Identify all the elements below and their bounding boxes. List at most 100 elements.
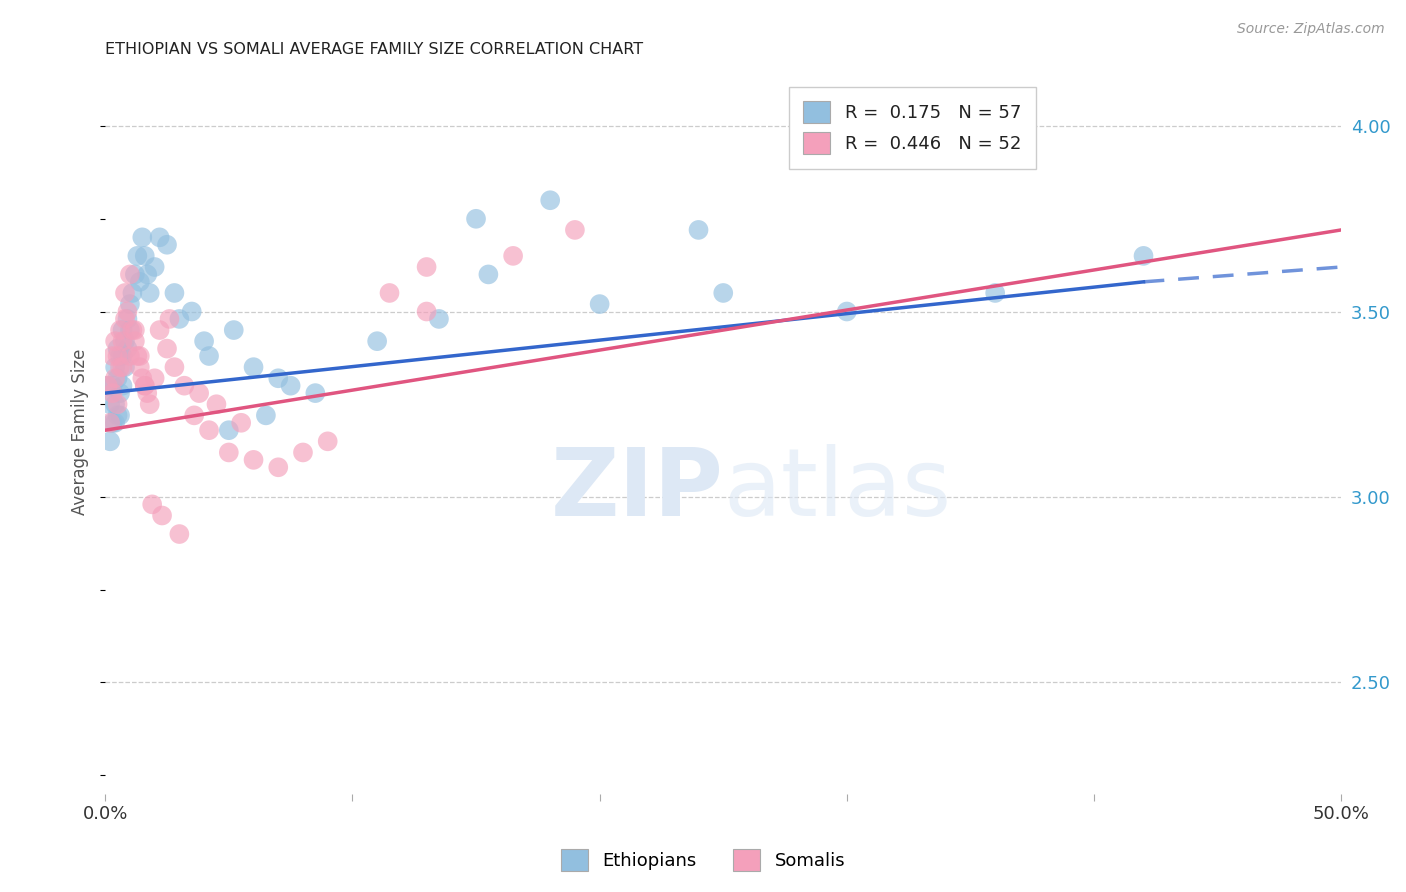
- Point: [114, 285, 136, 300]
- Point: [280, 378, 302, 392]
- Point: [118, 297, 141, 311]
- Point: [107, 409, 129, 423]
- Point: [131, 371, 153, 385]
- Point: [254, 409, 277, 423]
- Point: [169, 312, 191, 326]
- Point: [98, 397, 121, 411]
- Point: [477, 268, 499, 282]
- Point: [465, 211, 488, 226]
- Point: [101, 378, 124, 392]
- Point: [415, 260, 437, 274]
- Point: [231, 416, 253, 430]
- Point: [156, 342, 179, 356]
- Point: [114, 312, 136, 326]
- Point: [267, 460, 290, 475]
- Point: [242, 360, 264, 375]
- Point: [136, 268, 159, 282]
- Point: [124, 323, 146, 337]
- Point: [711, 285, 734, 300]
- Point: [104, 416, 127, 430]
- Point: [222, 323, 245, 337]
- Point: [163, 285, 186, 300]
- Legend: Ethiopians, Somalis: Ethiopians, Somalis: [554, 842, 852, 879]
- Point: [98, 416, 121, 430]
- Point: [564, 223, 586, 237]
- Point: [366, 334, 388, 348]
- Point: [378, 285, 401, 300]
- Point: [108, 386, 131, 401]
- Point: [1132, 249, 1154, 263]
- Text: ZIP: ZIP: [550, 444, 723, 536]
- Point: [104, 360, 127, 375]
- Legend: R =  0.175   N = 57, R =  0.446   N = 52: R = 0.175 N = 57, R = 0.446 N = 52: [789, 87, 1036, 169]
- Point: [138, 285, 160, 300]
- Point: [108, 349, 131, 363]
- Point: [159, 312, 181, 326]
- Point: [150, 508, 173, 523]
- Point: [218, 423, 240, 437]
- Point: [114, 360, 136, 375]
- Point: [169, 527, 191, 541]
- Y-axis label: Average Family Size: Average Family Size: [72, 349, 89, 516]
- Point: [588, 297, 610, 311]
- Point: [415, 304, 437, 318]
- Point: [128, 360, 150, 375]
- Point: [107, 349, 129, 363]
- Point: [143, 260, 166, 274]
- Point: [143, 371, 166, 385]
- Point: [138, 397, 160, 411]
- Point: [267, 371, 290, 385]
- Point: [104, 397, 127, 411]
- Point: [111, 360, 134, 375]
- Point: [218, 445, 240, 459]
- Point: [107, 342, 129, 356]
- Point: [134, 378, 156, 392]
- Text: Source: ZipAtlas.com: Source: ZipAtlas.com: [1237, 22, 1385, 37]
- Point: [180, 304, 202, 318]
- Point: [149, 323, 172, 337]
- Point: [121, 285, 143, 300]
- Point: [108, 360, 131, 375]
- Point: [104, 334, 127, 348]
- Point: [149, 230, 172, 244]
- Point: [136, 386, 159, 401]
- Point: [118, 349, 141, 363]
- Point: [111, 378, 134, 392]
- Point: [101, 349, 124, 363]
- Point: [98, 434, 121, 449]
- Point: [156, 237, 179, 252]
- Point: [107, 371, 129, 385]
- Point: [173, 378, 195, 392]
- Point: [107, 397, 129, 411]
- Point: [128, 275, 150, 289]
- Point: [101, 416, 124, 430]
- Point: [183, 409, 205, 423]
- Point: [984, 285, 1007, 300]
- Point: [205, 397, 228, 411]
- Point: [316, 434, 339, 449]
- Point: [108, 409, 131, 423]
- Point: [124, 334, 146, 348]
- Point: [538, 193, 561, 207]
- Point: [141, 497, 163, 511]
- Point: [291, 445, 314, 459]
- Point: [97, 378, 120, 392]
- Point: [118, 268, 141, 282]
- Point: [193, 334, 215, 348]
- Point: [304, 386, 326, 401]
- Point: [114, 334, 136, 348]
- Point: [198, 423, 221, 437]
- Point: [835, 304, 858, 318]
- Point: [427, 312, 450, 326]
- Point: [688, 223, 710, 237]
- Point: [124, 268, 146, 282]
- Text: atlas: atlas: [723, 444, 952, 536]
- Point: [108, 323, 131, 337]
- Point: [111, 349, 134, 363]
- Point: [97, 378, 120, 392]
- Point: [104, 371, 127, 385]
- Point: [111, 323, 134, 337]
- Point: [163, 360, 186, 375]
- Point: [127, 249, 149, 263]
- Point: [188, 386, 211, 401]
